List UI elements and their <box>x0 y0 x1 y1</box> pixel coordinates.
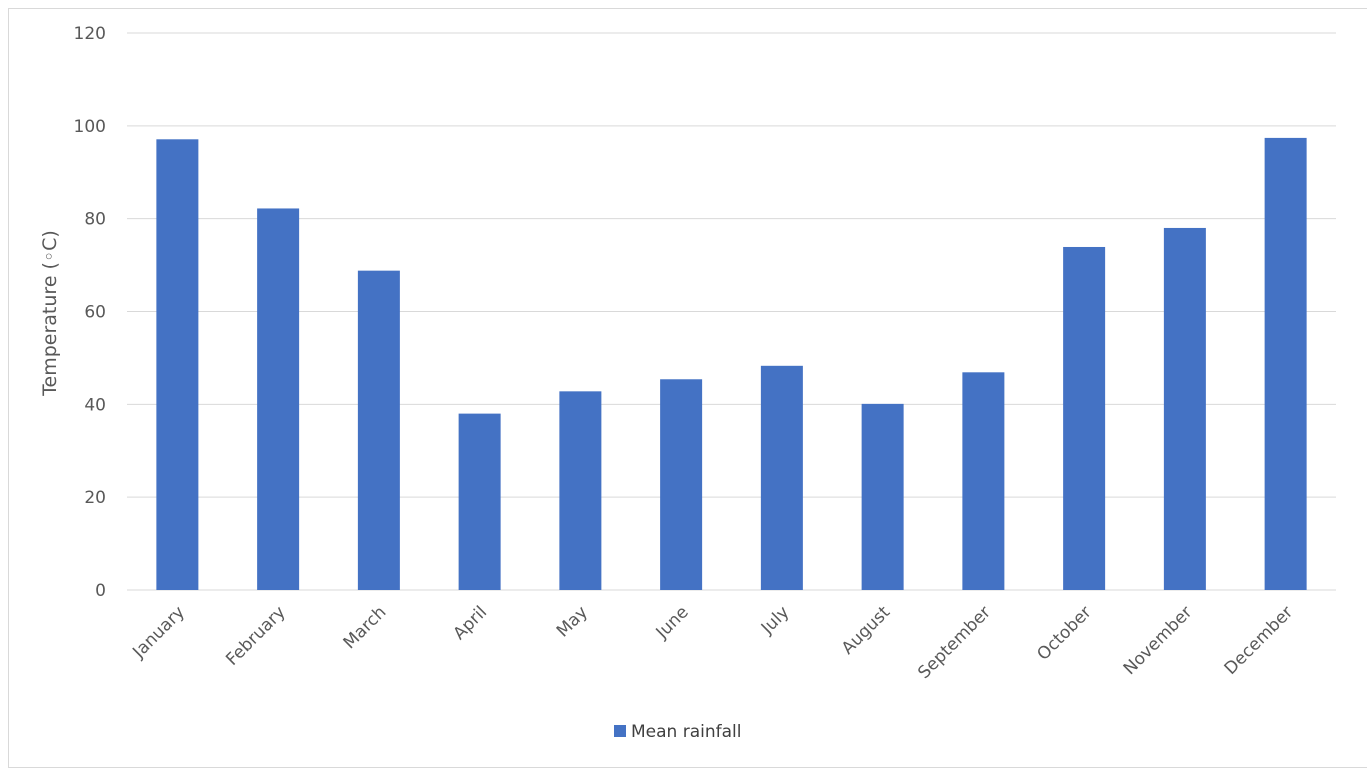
x-tick-label: July <box>757 602 793 638</box>
x-axis-tick-labels: January February March April May June July Augu… <box>128 602 1297 683</box>
legend: Mean rainfall <box>614 722 741 742</box>
y-tick-label: 100 <box>74 117 106 137</box>
x-tick-label: May <box>553 602 592 641</box>
x-tick-label: December <box>1221 602 1297 678</box>
x-tick-label: October <box>1033 602 1095 664</box>
x-tick-label: January <box>128 602 188 662</box>
legend-label: Mean rainfall <box>631 722 741 742</box>
x-tick-label: August <box>838 602 894 658</box>
y-tick-label: 60 <box>84 303 106 323</box>
y-tick-label: 80 <box>84 210 106 230</box>
bar-february <box>257 208 300 590</box>
y-tick-label: 40 <box>84 395 106 415</box>
x-tick-label: June <box>652 602 693 643</box>
legend-swatch <box>614 725 626 737</box>
bar-april <box>458 413 501 590</box>
y-tick-label: 0 <box>95 581 106 601</box>
bar-december <box>1264 137 1307 590</box>
bar-june <box>660 379 703 590</box>
x-tick-label: March <box>340 602 391 653</box>
bar-august <box>861 403 904 590</box>
bar-january <box>156 139 199 590</box>
x-tick-label: November <box>1120 602 1197 679</box>
x-tick-label: April <box>450 602 492 644</box>
y-axis-title: Temperature (◦C) <box>39 230 61 397</box>
x-tick-label: September <box>914 602 995 683</box>
bar-march <box>357 270 400 590</box>
gridlines <box>127 32 1336 591</box>
y-tick-label: 120 <box>74 24 106 44</box>
y-tick-label: 20 <box>84 488 106 508</box>
bar-july <box>760 365 803 590</box>
bars <box>156 137 1307 590</box>
bar-november <box>1163 227 1206 590</box>
x-tick-label: February <box>222 602 289 669</box>
bar-september <box>962 372 1005 590</box>
bar-may <box>559 391 602 590</box>
y-axis-tick-labels: 0 20 40 60 80 100 120 <box>74 24 106 601</box>
bar-october <box>1063 246 1106 590</box>
